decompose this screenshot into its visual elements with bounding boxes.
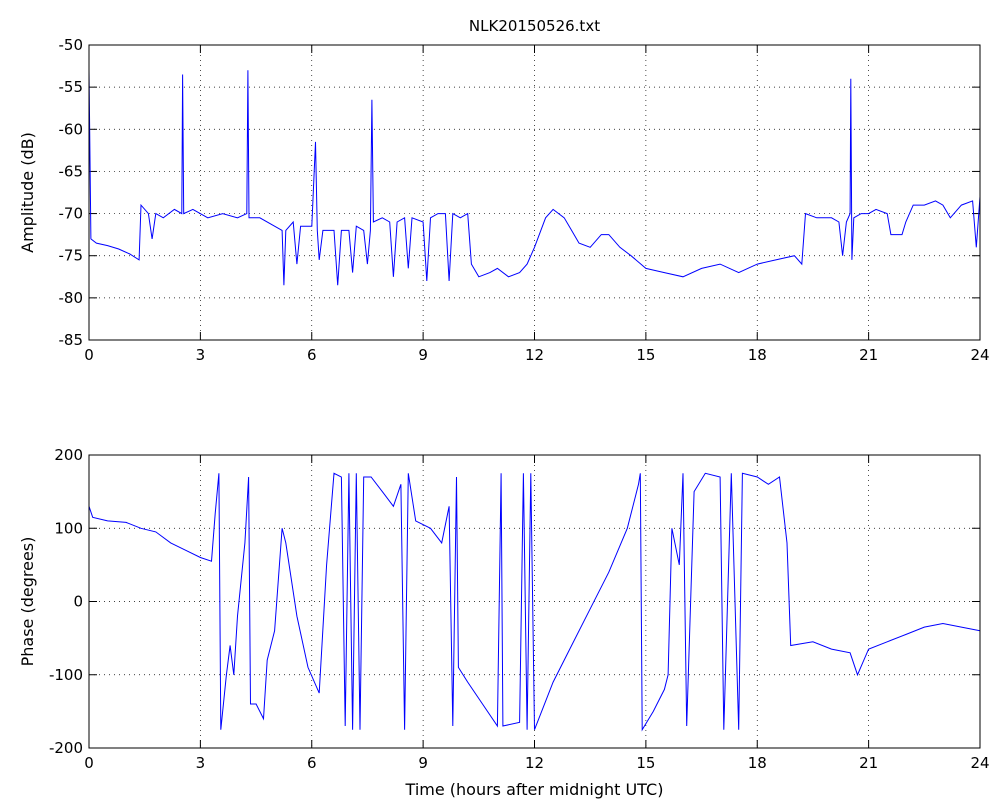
y-axis-label: Phase (degrees) <box>18 537 37 667</box>
x-tick-label: 0 <box>84 346 94 364</box>
x-axis-label: Time (hours after midnight UTC) <box>405 780 664 799</box>
x-tick-label: 24 <box>970 346 989 364</box>
x-tick-label: 6 <box>307 346 317 364</box>
y-tick-label: -60 <box>59 120 84 138</box>
y-tick-label: -65 <box>59 162 84 180</box>
x-tick-label: 3 <box>196 754 206 772</box>
chart-title: NLK20150526.txt <box>469 17 600 35</box>
y-tick-label: -80 <box>59 289 84 307</box>
y-tick-label: -100 <box>49 666 83 684</box>
y-tick-label: 0 <box>73 593 83 611</box>
y-tick-label: -200 <box>49 739 83 757</box>
y-tick-label: -75 <box>59 247 84 265</box>
y-tick-label: -50 <box>59 36 84 54</box>
x-tick-label: 12 <box>525 346 544 364</box>
data-line <box>88 70 981 286</box>
data-line <box>88 472 981 732</box>
x-tick-label: 15 <box>636 754 655 772</box>
x-tick-label: 0 <box>84 754 94 772</box>
x-tick-label: 9 <box>418 346 428 364</box>
x-tick-label: 6 <box>307 754 317 772</box>
x-tick-label: 12 <box>525 754 544 772</box>
y-tick-label: -55 <box>59 78 84 96</box>
y-tick-label: -70 <box>59 205 84 223</box>
x-tick-label: 9 <box>418 754 428 772</box>
y-tick-label: -85 <box>59 331 84 349</box>
x-tick-label: 21 <box>859 754 878 772</box>
x-tick-label: 24 <box>970 754 989 772</box>
y-axis-label: Amplitude (dB) <box>18 132 37 253</box>
y-tick-label: 100 <box>54 519 83 537</box>
x-tick-label: 21 <box>859 346 878 364</box>
plot-frame <box>88 44 981 341</box>
x-tick-label: 15 <box>636 346 655 364</box>
plot-frame <box>88 454 981 749</box>
x-tick-label: 3 <box>196 346 206 364</box>
x-tick-label: 18 <box>748 346 767 364</box>
y-tick-label: 200 <box>54 446 83 464</box>
x-tick-label: 18 <box>748 754 767 772</box>
